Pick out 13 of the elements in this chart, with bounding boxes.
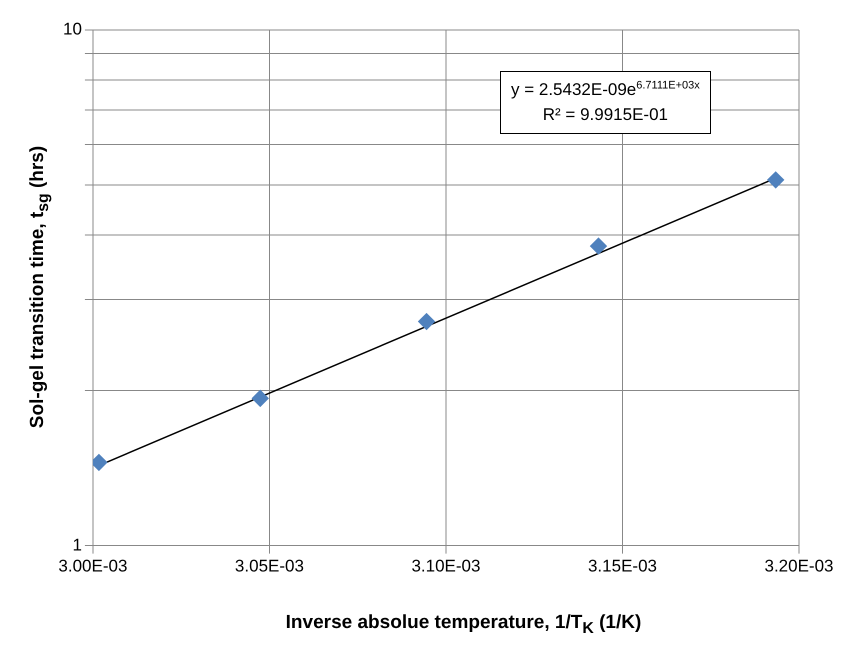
point [767, 171, 784, 188]
x-tick-label: 3.00E-03 [58, 556, 128, 576]
x-axis-title: Inverse absolue temperature, 1/T$_{K}$ (1/K) [284, 612, 642, 638]
y-tick-label: 10 [62, 20, 82, 39]
point [590, 238, 607, 255]
x-tick-label: 3.20E-03 [764, 556, 834, 576]
point [418, 313, 436, 330]
x-tick-label: 3.15E-03 [588, 556, 657, 576]
text: y = 2.5432E-09e$^{6.7111E+03x}$ R² = 9.9915E-01 [511, 79, 700, 124]
point [252, 390, 269, 407]
x-tick-label: 3.10E-03 [411, 556, 480, 576]
y-tick-label: 1 [72, 535, 82, 554]
x-tick-label: 3.05E-03 [234, 556, 304, 576]
